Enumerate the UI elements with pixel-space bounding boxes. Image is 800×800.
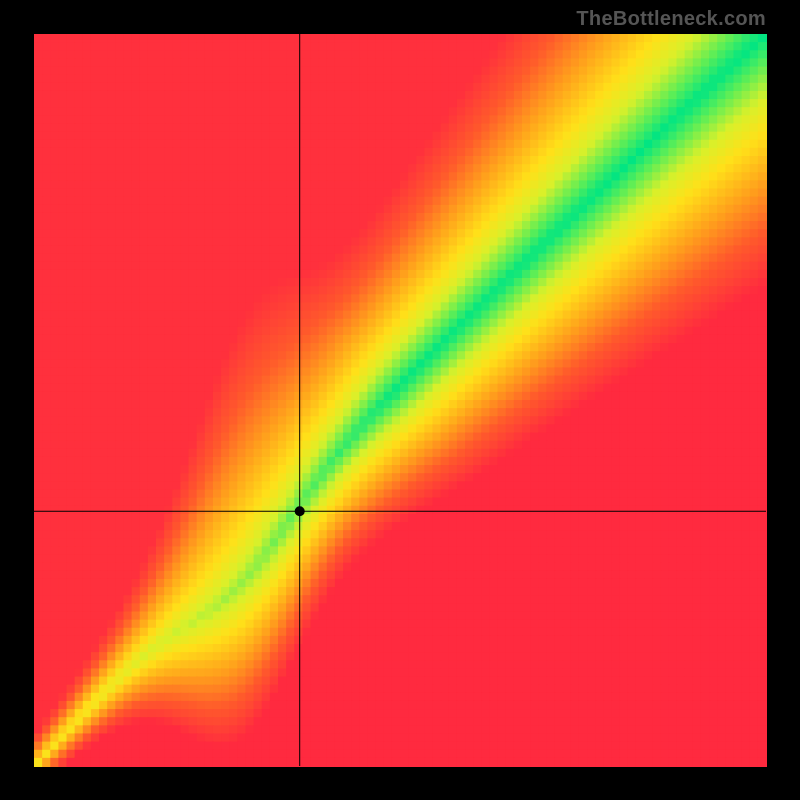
credit-label: TheBottleneck.com [576,8,766,31]
chart-container: TheBottleneck.com [0,0,800,800]
heatmap-canvas [0,0,800,800]
